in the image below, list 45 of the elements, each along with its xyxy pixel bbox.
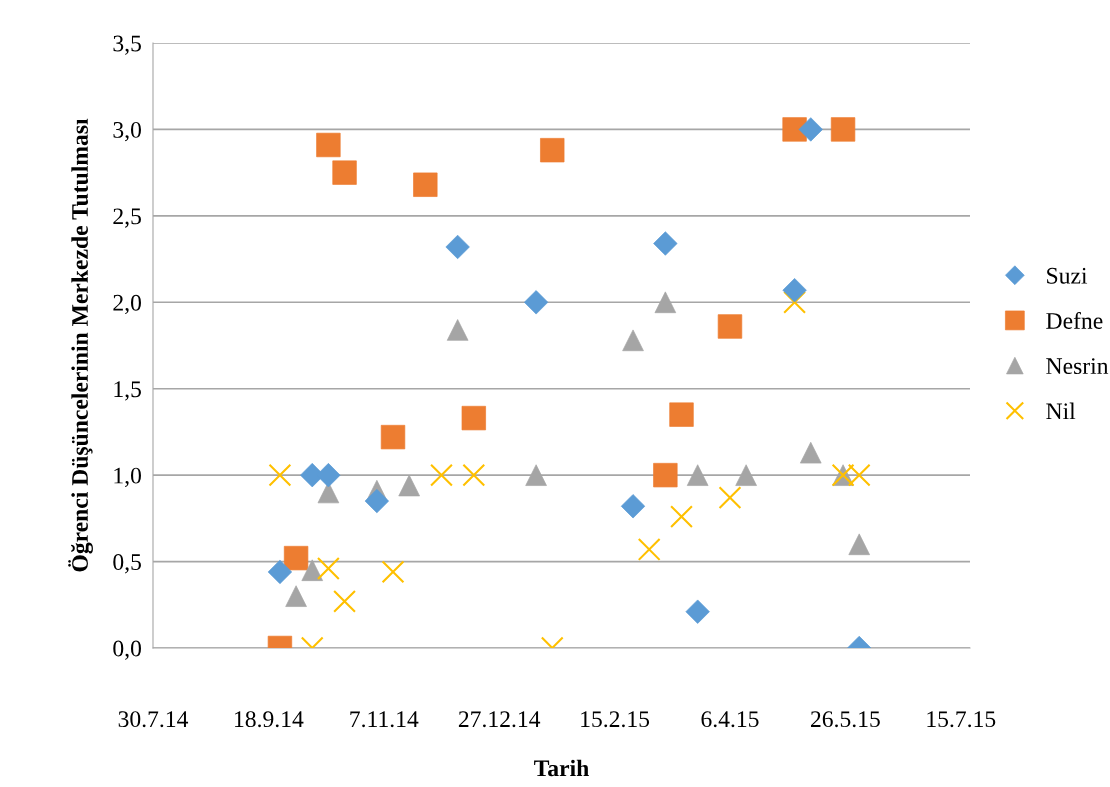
point [462, 463, 486, 487]
legend-label: Nesrin [1046, 358, 1109, 375]
point [620, 494, 646, 519]
point [301, 559, 324, 581]
y-tick-label: 0,0 [113, 640, 141, 660]
point [283, 545, 309, 571]
point [430, 463, 453, 487]
point [847, 463, 871, 487]
point [782, 278, 807, 303]
x-tick-label: 27.12.14 [458, 711, 541, 728]
point [398, 474, 420, 497]
x-axis-title: Tarih [534, 759, 589, 777]
x-tick-label: 6.4.15 [701, 711, 759, 728]
legend-label: Nil [1046, 402, 1076, 419]
point [830, 117, 856, 142]
y-tick-label: 3,0 [113, 121, 141, 142]
point [637, 538, 661, 561]
y-tick-label: 2,5 [113, 208, 141, 228]
point [669, 402, 694, 427]
point [445, 234, 470, 260]
y-tick-label: 1,5 [114, 381, 141, 401]
point [268, 463, 292, 487]
legend-label: Suzi [1047, 267, 1088, 284]
point [381, 560, 405, 584]
y-axis-title: Öğrenci Düşüncelerinin Merkezde Tutulması [68, 118, 93, 572]
x-tick-label: 15.2.15 [581, 711, 650, 728]
x-tick-label: 7.11.14 [350, 711, 419, 728]
point [540, 138, 565, 163]
point [735, 464, 757, 486]
y-tick-label: 2,0 [113, 294, 141, 315]
y-tick-label: 3,5 [113, 35, 141, 55]
point [670, 505, 693, 529]
point [332, 160, 357, 185]
point [316, 557, 340, 580]
point [718, 486, 742, 510]
point [333, 589, 357, 613]
x-tick-label: 15.7.15 [927, 711, 996, 728]
legend-label: Defne [1046, 312, 1103, 329]
point [413, 172, 438, 197]
point [848, 533, 870, 556]
x-tick-label: 26.5.15 [810, 711, 880, 728]
x-tick-label: 30.7.14 [118, 711, 189, 728]
y-tick-label: 0,5 [113, 554, 141, 574]
x-tick-label: 18.9.14 [235, 711, 304, 728]
y-tick-label: 1,0 [114, 467, 141, 487]
